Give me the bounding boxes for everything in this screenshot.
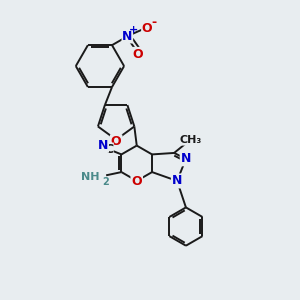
Text: C: C (104, 143, 113, 156)
Text: O: O (142, 22, 152, 34)
Text: +: + (129, 25, 138, 35)
Text: N: N (181, 152, 191, 165)
Text: O: O (111, 135, 122, 148)
Text: O: O (131, 175, 142, 188)
Text: CH₃: CH₃ (179, 135, 202, 145)
Text: 2: 2 (102, 177, 109, 187)
Text: NH: NH (81, 172, 99, 182)
Text: N: N (172, 174, 182, 188)
Text: O: O (132, 47, 143, 61)
Text: N: N (122, 30, 133, 43)
Text: N: N (98, 139, 108, 152)
Text: -: - (152, 16, 157, 29)
